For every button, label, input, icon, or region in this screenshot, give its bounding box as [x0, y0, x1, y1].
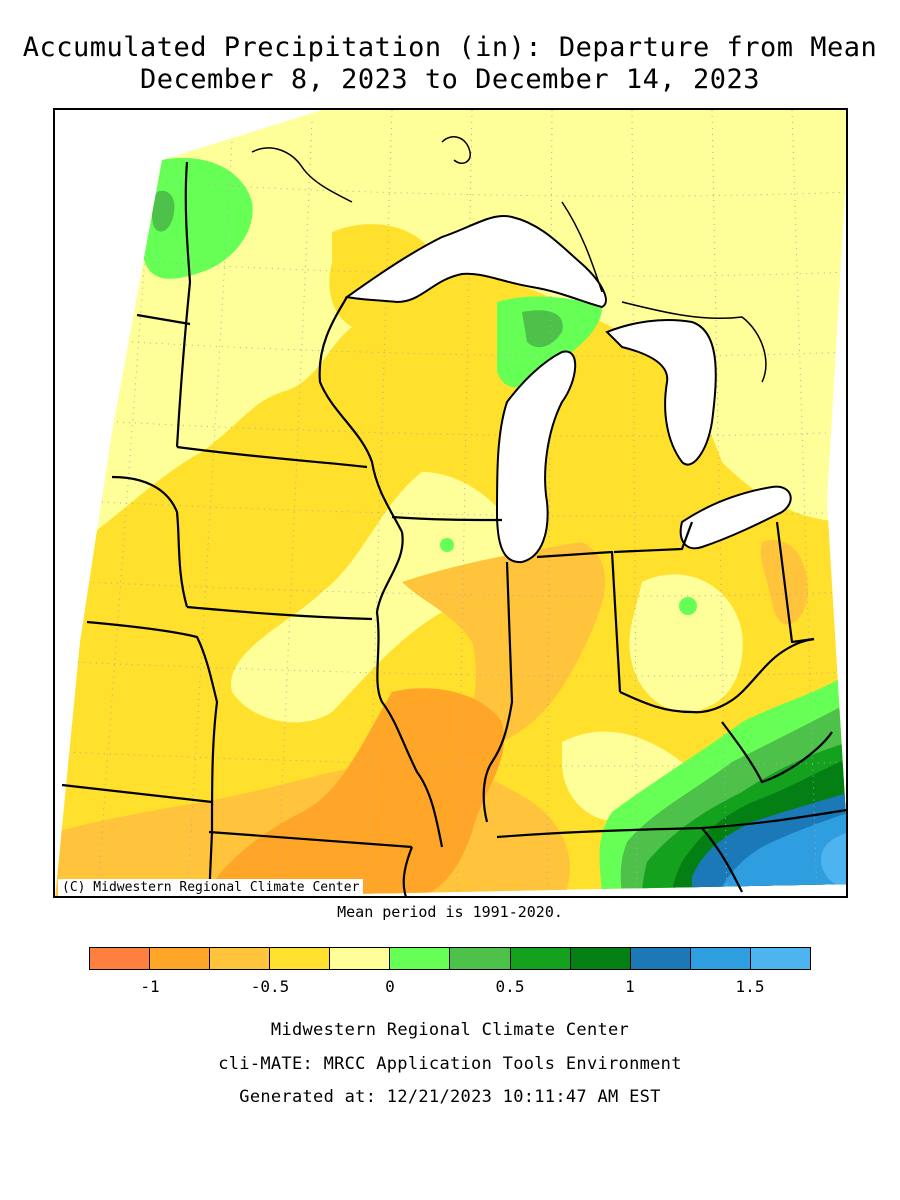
- region-fill-plus-half-michigan: [522, 310, 563, 348]
- precipitation-map: [53, 108, 848, 898]
- legend-swatch: [750, 948, 810, 969]
- legend-swatch: [90, 948, 151, 969]
- region-fill-plus-half-north: [151, 190, 175, 232]
- legend-swatch: [150, 948, 211, 969]
- region-fill-plus-max: [821, 832, 846, 887]
- legend-tick-label: 1: [625, 977, 635, 996]
- legend-tick-label: -1: [140, 977, 160, 996]
- legend-swatch: [210, 948, 271, 969]
- map-title: Accumulated Precipitation (in): Departur…: [22, 32, 878, 63]
- legend-tick-label: 0: [385, 977, 395, 996]
- region-fill-minus-one: [202, 688, 504, 896]
- green-spot-ohio: [679, 597, 697, 615]
- region-fill-neutral-ohio: [629, 574, 743, 712]
- region-fill-plus-quarter-north: [142, 157, 253, 279]
- lake-superior: [344, 215, 607, 309]
- legend-swatch: [270, 948, 331, 969]
- footer-generated-time: Generated at: 12/21/2023 10:11:47 AM EST: [239, 1087, 661, 1107]
- mean-period-note: Mean period is 1991-2020.: [337, 903, 563, 921]
- green-spot-illinois: [440, 538, 454, 552]
- copyright-label: (C) Midwestern Regional Climate Center: [58, 879, 364, 896]
- map-date-range: December 8, 2023 to December 14, 2023: [140, 64, 760, 95]
- legend-tick-label: 0.5: [495, 977, 525, 996]
- coastlines: [251, 136, 767, 383]
- legend-swatch: [330, 948, 391, 969]
- footer-organization: Midwestern Regional Climate Center: [270, 1020, 630, 1040]
- legend-swatch: [390, 948, 451, 969]
- lake-michigan: [495, 350, 577, 564]
- color-legend-bar: [89, 947, 811, 970]
- great-lakes: [344, 215, 792, 564]
- lake-erie: [679, 485, 792, 550]
- legend-tick-label: 1.5: [735, 977, 765, 996]
- legend-swatch: [510, 948, 571, 969]
- lake-huron: [605, 319, 717, 466]
- legend-swatch: [630, 948, 691, 969]
- region-fill-neutral-central: [231, 472, 524, 723]
- legend-tick-label: -0.5: [250, 977, 290, 996]
- legend-swatch: [570, 948, 631, 969]
- legend-swatch: [690, 948, 751, 969]
- state-boundaries: [61, 161, 846, 896]
- legend-swatch: [450, 948, 511, 969]
- footer-application: cli-MATE: MRCC Application Tools Environ…: [218, 1054, 682, 1074]
